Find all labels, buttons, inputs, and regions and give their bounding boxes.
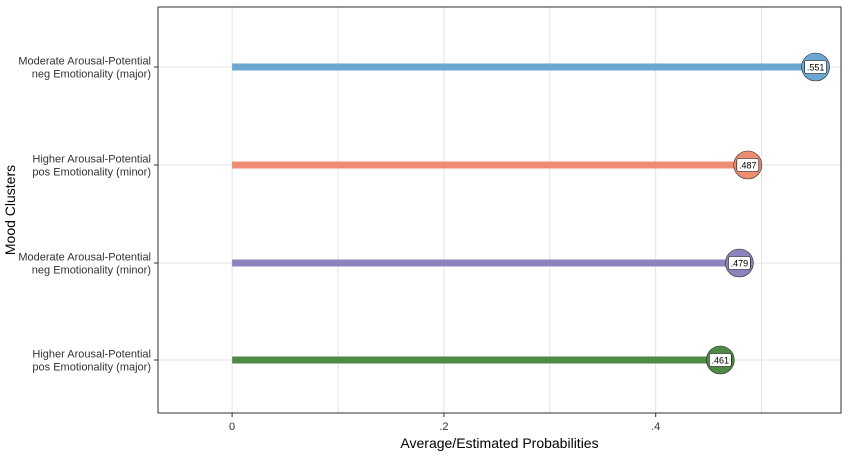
value-label-box <box>804 60 827 74</box>
y-tick-label: neg Emotionality (minor) <box>32 265 151 277</box>
value-label: .479 <box>731 259 749 269</box>
value-label: .551 <box>807 63 825 73</box>
x-axis-title: Average/Estimated Probabilities <box>400 435 598 451</box>
y-tick-label: Higher Arousal-Potential <box>32 349 151 361</box>
y-axis-title: Mood Clusters <box>2 165 18 255</box>
value-label-box <box>708 353 732 367</box>
value-label-box <box>728 256 751 270</box>
y-tick-label: pos Emotionality (minor) <box>32 167 151 179</box>
y-tick-label: Moderate Arousal-Potential <box>18 252 151 264</box>
x-tick-label: .4 <box>651 421 660 433</box>
y-tick-label: pos Emotionality (major) <box>32 362 151 374</box>
x-tick-label: 0 <box>229 421 235 433</box>
value-label-box <box>736 158 760 172</box>
y-tick-label: Moderate Arousal-Potential <box>18 56 151 68</box>
value-label: .487 <box>739 161 757 171</box>
y-tick-label: neg Emotionality (major) <box>32 69 151 81</box>
value-label: .461 <box>712 356 730 366</box>
x-tick-label: .2 <box>439 421 448 433</box>
plot-panel-border <box>157 6 842 414</box>
y-tick-label: Higher Arousal-Potential <box>32 154 151 166</box>
mark-layer: .551 .487 .479 .461 <box>232 52 830 375</box>
